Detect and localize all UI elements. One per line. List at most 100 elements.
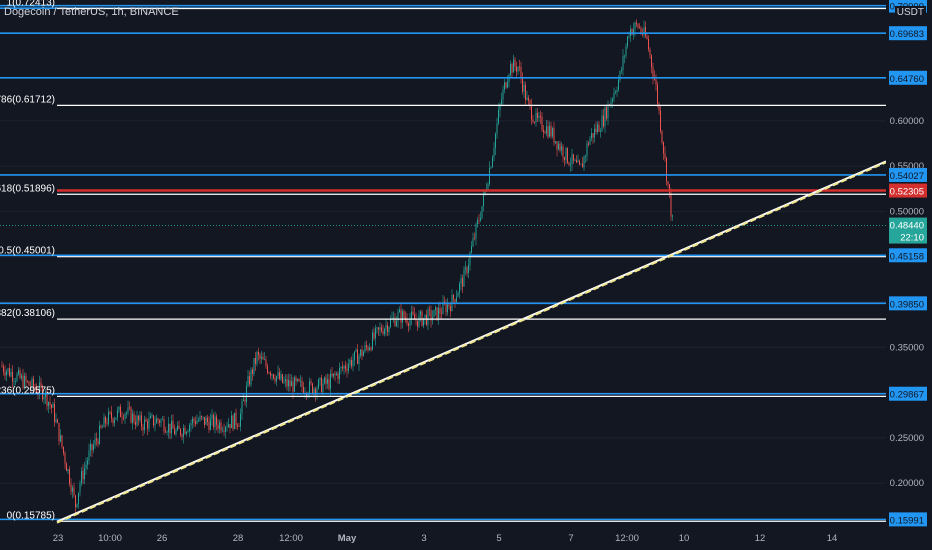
candle-body [91,444,93,450]
candle-body [481,206,483,219]
price-badge [889,183,927,198]
candle-body [301,380,303,388]
candle-body [150,416,151,419]
candle-body [661,131,663,143]
price-badge-label: 0.54027 [890,171,924,182]
candle-body [40,382,42,387]
candle-body [178,425,180,429]
candle-body [472,238,474,247]
candle-body [163,419,165,432]
candle-body [459,283,460,293]
candle-body [264,359,265,360]
candle-body [75,495,76,508]
candle-body [550,125,552,137]
candle-body [543,130,544,133]
candle-body [384,328,385,335]
countdown-label: 22:10 [900,233,924,244]
candle-body [352,360,354,367]
x-tick-label: May [338,533,357,544]
candle-body [82,471,84,480]
candle-body [52,403,54,408]
candle-body [364,345,366,352]
candle-body [72,487,73,492]
candle-body [210,419,211,430]
candle-body [615,92,616,93]
x-tick-label: 12:00 [615,533,639,544]
candle-body [73,487,75,496]
candle-body [571,154,573,165]
candle-body [519,66,520,68]
candle-body [162,419,163,420]
candle-body [108,411,109,424]
candle-body [460,278,462,284]
price-badge [889,248,927,263]
candle-body [196,420,198,424]
candle-body [60,435,61,442]
candle-body [417,320,418,327]
candle-body [474,238,475,239]
candle-body [537,112,538,118]
candle-body [219,422,220,430]
candle-body [633,29,634,35]
candle-body [660,110,661,132]
candle-body [547,126,549,137]
candle-body [382,331,384,335]
candle-body [387,325,388,333]
candle-body [58,422,60,442]
candle-body [202,416,204,418]
candle-body [121,416,123,418]
candle-body [489,168,490,184]
candle-body [313,388,315,394]
price-badge-label: 0.45158 [890,251,924,262]
candle-body [463,269,465,287]
candle-body [528,97,529,101]
candle-body [33,378,34,388]
candle-body [346,368,348,371]
candle-body [390,319,391,328]
candle-body [621,69,622,72]
candle-body [139,415,141,421]
candle-body [552,128,553,137]
candle-body [309,381,310,394]
candle-body [159,420,160,423]
candle-body [262,356,264,360]
candle-body [21,375,22,379]
candle-body [39,382,40,394]
candle-body [553,128,555,143]
candle-body [541,116,543,131]
candle-body [84,468,85,480]
candle-body [114,419,115,424]
candle-body [214,416,216,428]
candle-body [565,147,567,161]
candle-body [175,430,177,435]
candle-body [634,22,636,30]
candle-body [268,372,270,374]
candle-body [448,304,450,307]
candle-body [612,99,613,102]
candle-body [241,401,243,414]
candle-body [9,368,10,377]
candle-body [487,183,489,190]
candle-body [271,374,273,376]
candle-body [247,376,249,386]
candle-body [328,379,330,389]
candle-body [154,423,156,426]
candle-body [145,419,147,422]
candle-body [193,418,195,421]
candle-body [177,425,178,431]
price-badge-label: 0.69683 [890,29,924,40]
candle-body [250,369,252,385]
candle-body [577,160,579,163]
candle-body [355,349,357,352]
x-tick-label: 12 [755,533,766,544]
candle-body [27,381,28,383]
candle-body [522,77,523,92]
candle-body [627,36,628,47]
candle-body [648,38,649,50]
candle-body [261,356,262,359]
candle-body [436,307,438,320]
candle-body [190,423,192,426]
candle-body [342,366,343,369]
x-tick-label: 23 [53,533,64,544]
